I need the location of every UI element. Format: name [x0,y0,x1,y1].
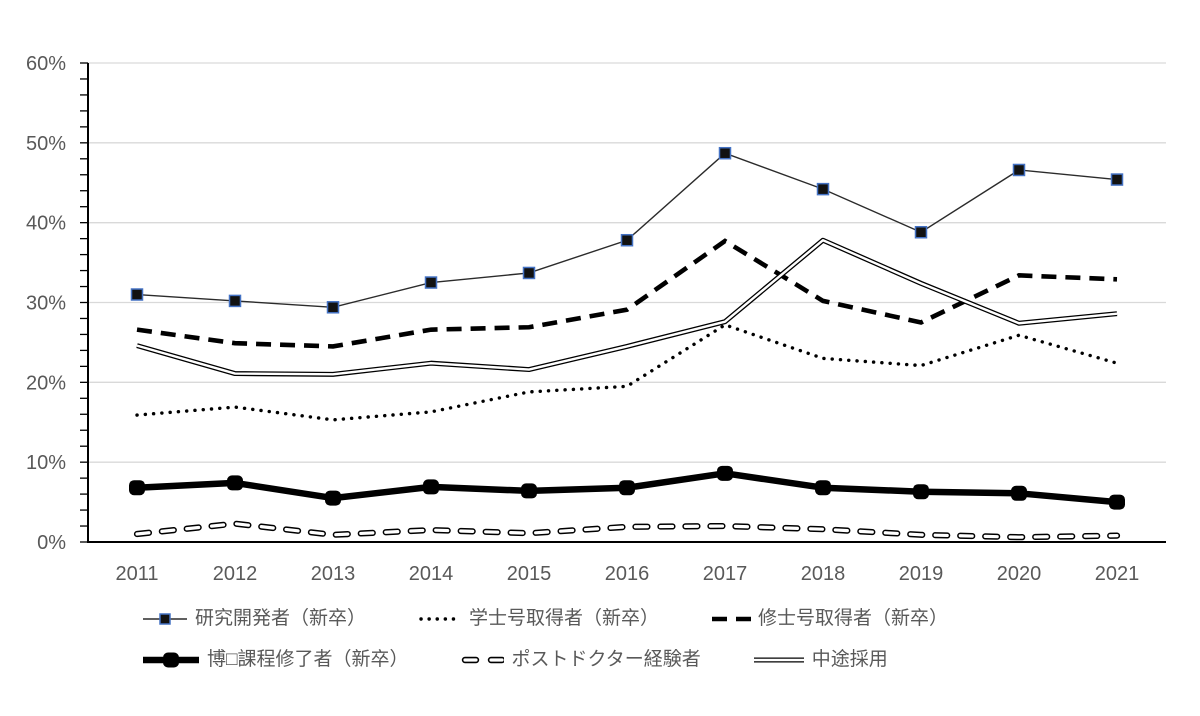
legend-label: 研究開発者（新卒） [195,608,367,629]
series-line-5 [136,237,1118,377]
legend-label: 修士号取得者（新卒） [758,608,949,629]
series-marker-0 [914,225,928,239]
series-marker-3 [521,483,537,499]
series-marker-0 [1012,163,1026,177]
series-marker-3 [129,480,145,496]
x-axis-label: 2021 [1095,563,1140,585]
x-axis-label: 2020 [997,563,1042,585]
x-axis-label: 2015 [507,563,552,585]
series-line-2 [136,238,1118,349]
series-marker-0 [718,146,732,160]
legend-item-postdoc[interactable]: ポストドクター経験者 [460,648,701,672]
series-marker-3 [717,465,733,481]
series-marker-3 [619,480,635,496]
x-axis-label: 2016 [605,563,650,585]
y-axis-label: 30% [26,293,66,315]
y-axis-label: 0% [37,532,66,554]
legend-label: 学士号取得者（新卒） [469,608,660,629]
thin-line-square-marker-icon [143,613,187,625]
legend-label: 博□課程修了者（新卒） [207,649,409,670]
series-marker-3 [913,484,929,500]
series-marker-0 [816,182,830,196]
y-axis-label: 10% [26,452,66,474]
y-axis-label: 60% [26,53,66,75]
y-axis-label: 50% [26,133,66,155]
legend-row-2: 博□課程修了者（新卒） ポストドクター経験者 中途採用 [0,648,1200,672]
legend-label: ポストドクター経験者 [511,649,701,670]
series-marker-3 [815,480,831,496]
x-axis-label: 2012 [213,563,258,585]
series-marker-0 [424,276,438,289]
x-axis-label: 2014 [409,563,454,585]
legend-row-1: 研究開発者（新卒） 学士号取得者（新卒） 修士号取得者（新卒） [0,607,1200,631]
x-axis-label: 2011 [115,563,158,585]
legend-item-master[interactable]: 修士号取得者（新卒） [711,607,948,631]
series-line-1 [135,322,1119,422]
series-line-4 [133,520,1121,541]
double-line-icon [753,657,804,663]
thick-line-square-marker-icon [143,652,199,668]
series-marker-3 [1109,494,1125,510]
series-marker-3 [325,490,341,506]
legend-item-mid-career[interactable]: 中途採用 [753,648,888,672]
legend-item-bachelor[interactable]: 学士号取得者（新卒） [418,607,659,631]
y-axis-label: 40% [26,213,66,235]
series-marker-0 [228,294,242,308]
series-line-5-inner [136,239,1118,376]
x-axis-label: 2013 [311,563,356,585]
series-marker-3 [423,479,439,495]
chart-legend: 研究開発者（新卒） 学士号取得者（新卒） 修士号取得者（新卒） [0,600,1200,672]
series-marker-0 [522,266,536,280]
x-axis-label: 2019 [899,563,944,585]
dotted-line-icon [419,617,463,621]
legend-label: 中途採用 [811,649,888,670]
hollow-dash-line-icon [462,656,505,664]
x-axis-label: 2017 [703,563,748,585]
legend-item-doctoral[interactable]: 博□課程修了者（新卒） [142,648,408,672]
series-marker-0 [1110,173,1124,186]
series-marker-0 [620,233,634,247]
x-axis-label: 2018 [801,563,846,585]
thick-dashed-line-icon [712,616,752,622]
series-marker-0 [130,288,144,301]
series-line-0 [136,152,1118,308]
series-marker-3 [1011,485,1027,501]
series-marker-3 [227,475,243,491]
series-marker-0 [326,301,340,314]
legend-item-rnd-new-grad[interactable]: 研究開発者（新卒） [142,607,366,631]
y-axis-label: 20% [26,372,66,394]
